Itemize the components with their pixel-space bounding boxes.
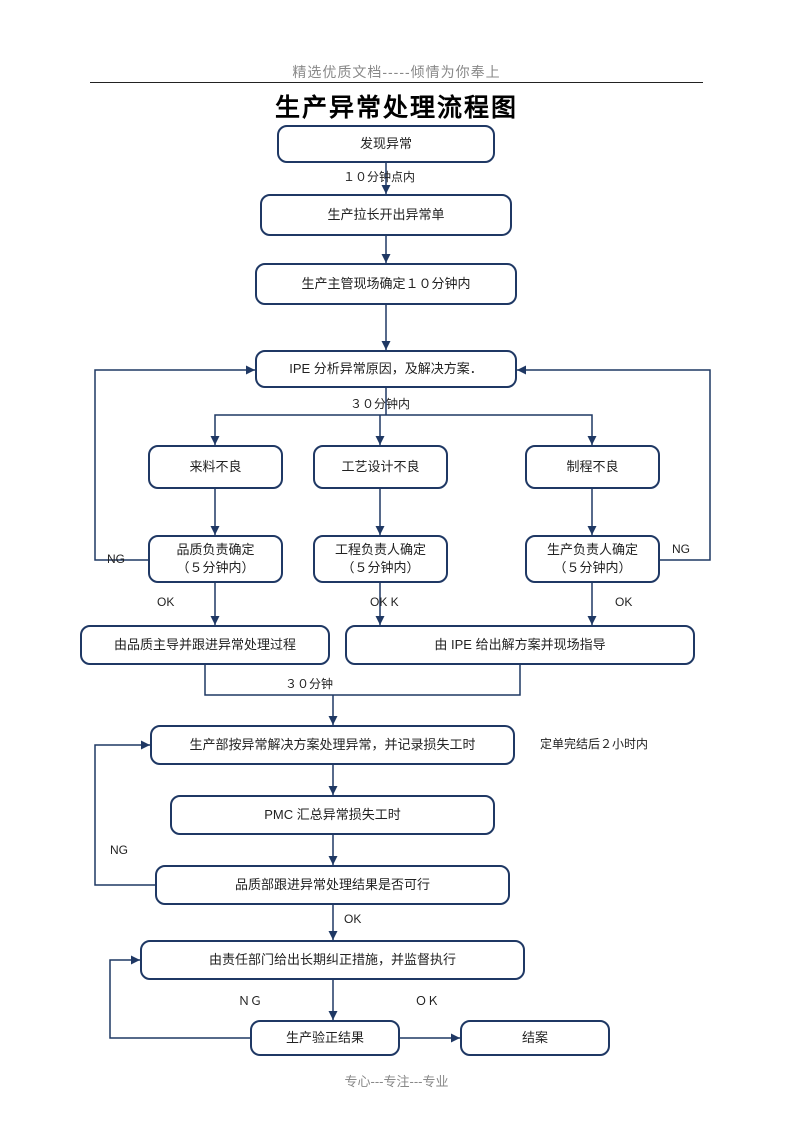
edge-label: NG — [672, 542, 690, 556]
flow-node-n13: 结案 — [460, 1020, 610, 1056]
footer-text: 专心---专注---专业 — [0, 1071, 793, 1090]
edge-label: OK — [344, 912, 361, 926]
flow-node-n8: 生产部按异常解决方案处理异常，并记录损失工时 — [150, 725, 515, 765]
flow-node-n3: 生产主管现场确定１０分钟内 — [255, 263, 517, 305]
edge-label: OK K — [370, 595, 399, 609]
flow-node-n12: 生产验正结果 — [250, 1020, 400, 1056]
flow-node-n6a: 品质负责确定 （５分钟内） — [148, 535, 283, 583]
edge-label: ３０分钟内 — [350, 395, 410, 412]
flow-node-n5b: 工艺设计不良 — [313, 445, 448, 489]
edge-label: ＮＧ — [238, 992, 262, 1009]
edge-label: １０分钟点内 — [343, 168, 415, 185]
flow-node-n2: 生产拉长开出异常单 — [260, 194, 512, 236]
edge-label: NG — [110, 843, 128, 857]
flow-node-n5c: 制程不良 — [525, 445, 660, 489]
flow-node-n6c: 生产负责人确定 （５分钟内） — [525, 535, 660, 583]
flow-node-n1: 发现异常 — [277, 125, 495, 163]
edge-label: OK — [615, 595, 632, 609]
flow-node-n7a: 由品质主导并跟进异常处理过程 — [80, 625, 330, 665]
flow-node-n5a: 来料不良 — [148, 445, 283, 489]
edge-label: 定单完结后２小时内 — [540, 735, 648, 752]
flow-node-n6b: 工程负责人确定 （５分钟内） — [313, 535, 448, 583]
edge-label: OK — [157, 595, 174, 609]
edge-label: NG — [107, 552, 125, 566]
flow-node-n7b: 由 IPE 给出解方案并现场指导 — [345, 625, 695, 665]
flow-node-n10: 品质部跟进异常处理结果是否可行 — [155, 865, 510, 905]
flow-node-n11: 由责任部门给出长期纠正措施，并监督执行 — [140, 940, 525, 980]
flow-node-n9: PMC 汇总异常损失工时 — [170, 795, 495, 835]
flow-node-n4: IPE 分析异常原因，及解决方案． — [255, 350, 517, 388]
edge-label: ３０分钟 — [285, 675, 333, 692]
edge-label: ＯＫ — [415, 992, 439, 1009]
